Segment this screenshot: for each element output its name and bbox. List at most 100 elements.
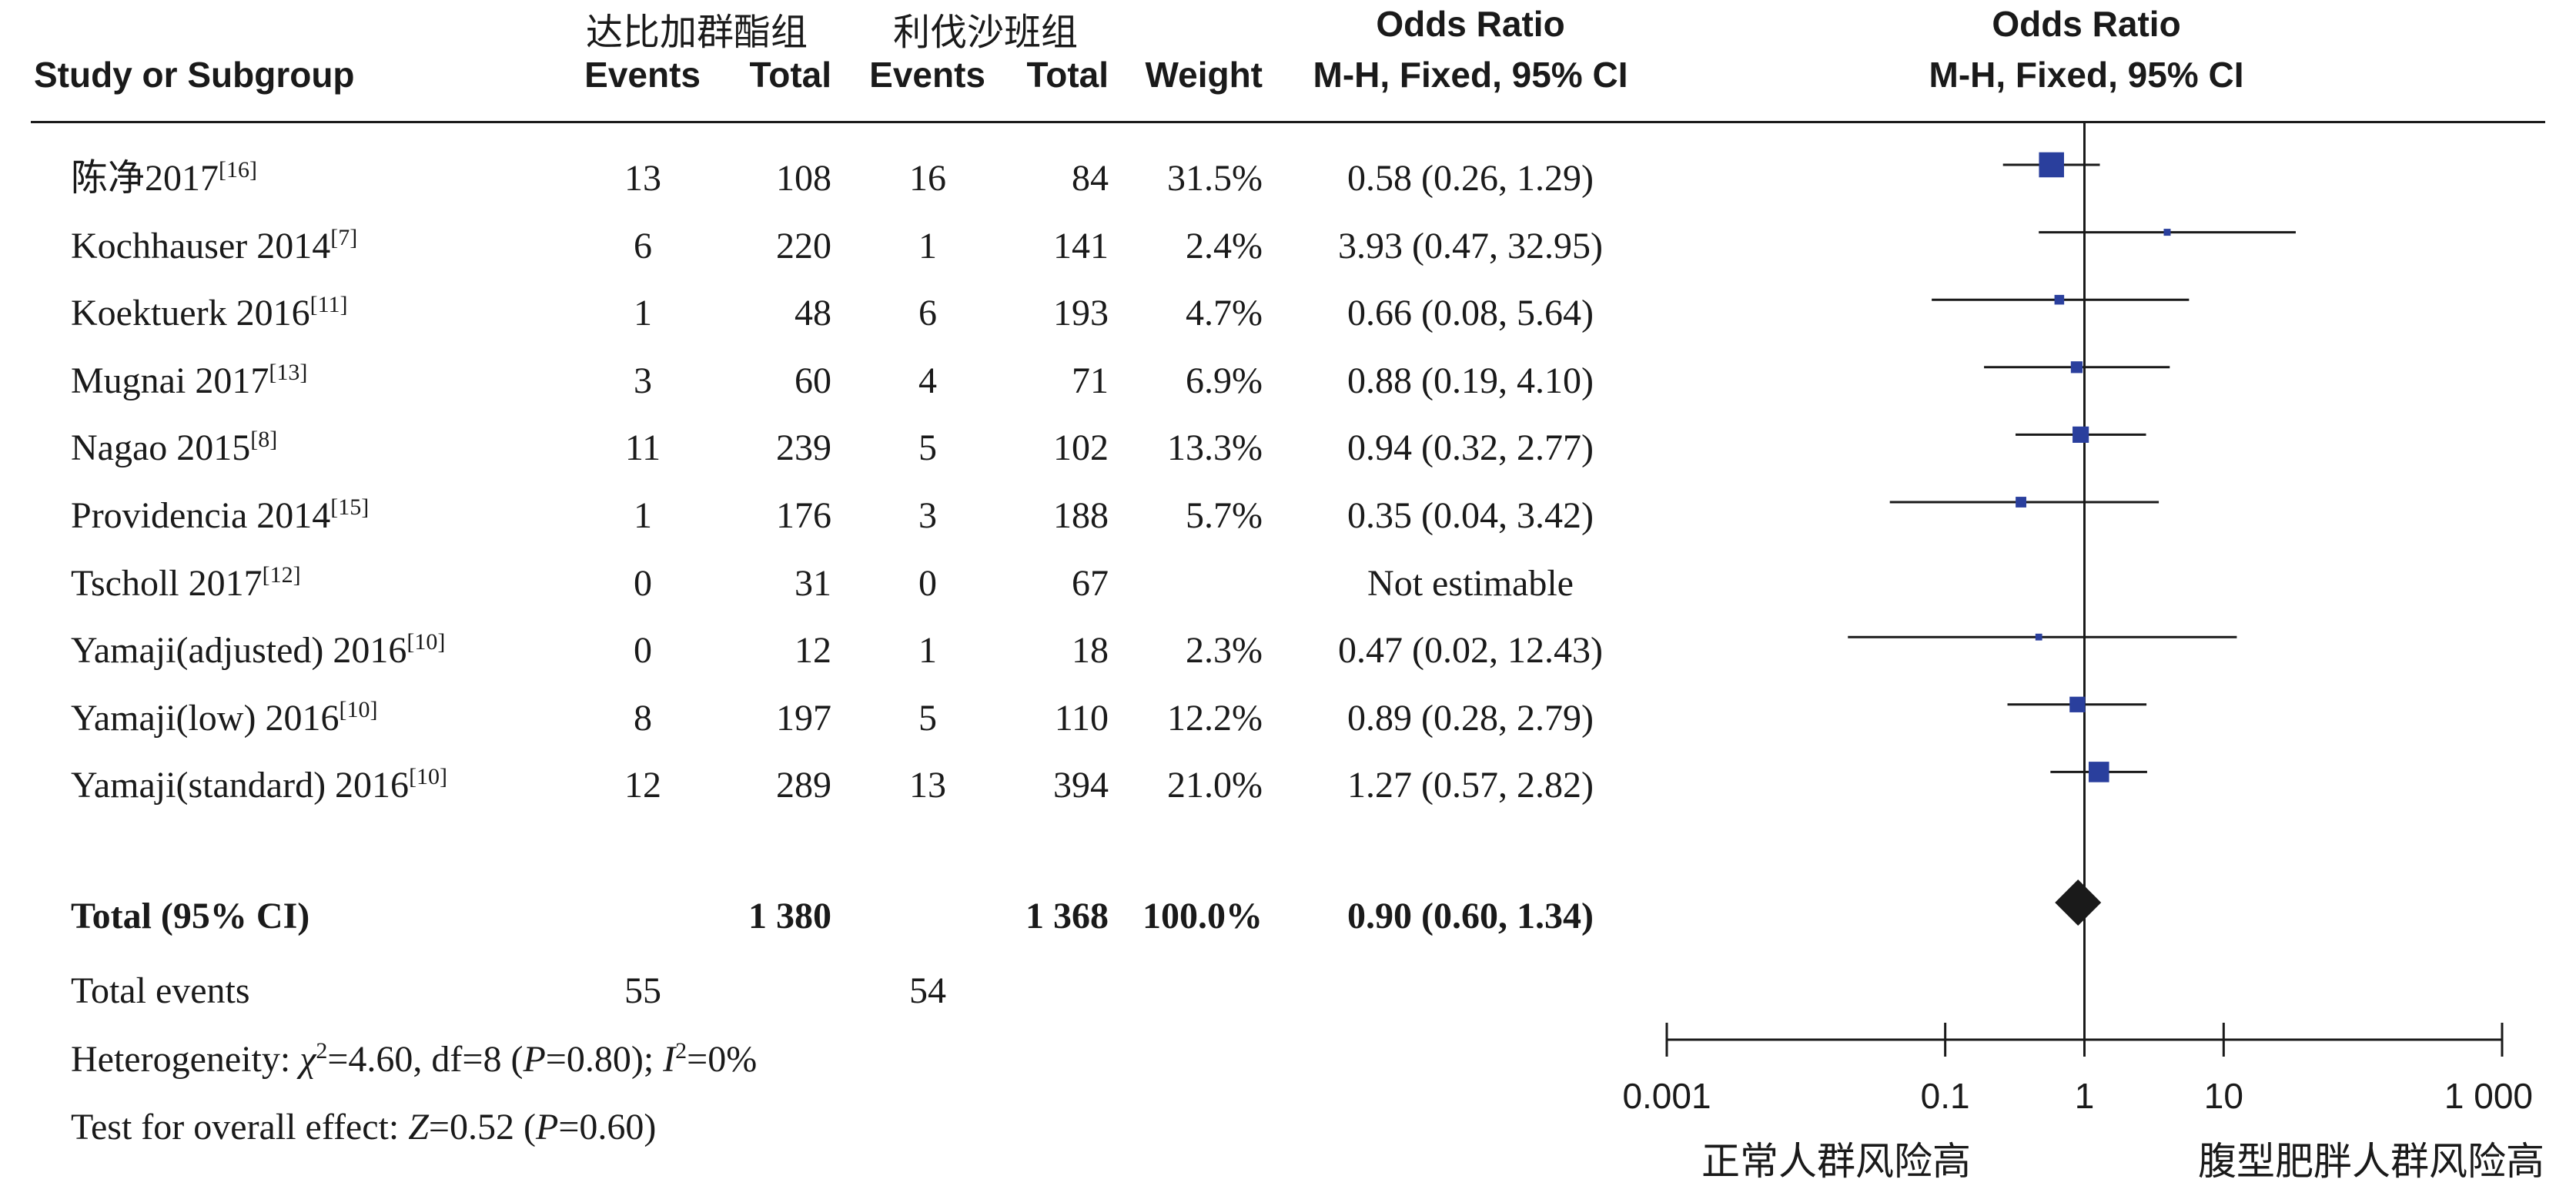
study-ci-text: 3.93 (0.47, 32.95) [1338, 225, 1603, 266]
point-estimate-marker [2163, 229, 2171, 236]
study-e2: 3 [918, 495, 937, 536]
study-ci-text: Not estimable [1367, 562, 1574, 604]
study-ci-text: 0.88 (0.19, 4.10) [1347, 360, 1594, 401]
group1-header: 达比加群酯组 [585, 11, 808, 54]
study-ci-text: 0.47 (0.02, 12.43) [1338, 630, 1603, 672]
study-label: Yamaji(standard) 2016 [71, 765, 410, 806]
header-divider [31, 121, 2545, 123]
study-weight: 5.7% [1186, 495, 1263, 536]
study-name: 陈净2017[16] [71, 157, 257, 199]
study-label: Nagao 2015 [71, 427, 251, 469]
study-name: Yamaji(low) 2016[10] [71, 696, 378, 739]
study-t1: 220 [776, 225, 831, 266]
study-e2: 6 [918, 293, 937, 334]
total-events-e1: 55 [624, 970, 661, 1011]
point-estimate-marker [2016, 497, 2026, 508]
x-tick-label: 10 [2203, 1076, 2243, 1116]
study-ci-text: 0.94 (0.32, 2.77) [1347, 427, 1594, 469]
study-e1: 6 [634, 225, 652, 266]
study-header: Study or Subgroup [34, 55, 355, 95]
study-label: Yamaji(low) 2016 [71, 697, 340, 739]
study-t2: 141 [1053, 225, 1109, 266]
study-label: Kochhauser 2014 [71, 225, 331, 266]
study-t1: 60 [795, 360, 831, 401]
study-label: Providencia 2014 [71, 495, 331, 536]
point-estimate-marker [2039, 152, 2064, 178]
study-reference: [11] [309, 292, 348, 318]
study-weight: 4.7% [1186, 293, 1263, 334]
study-t2: 67 [1072, 562, 1109, 604]
study-label: 陈净2017 [71, 158, 219, 199]
study-reference: [7] [330, 224, 358, 250]
total-events-e2: 54 [909, 970, 946, 1011]
study-t1: 12 [795, 630, 831, 672]
study-name: Yamaji(standard) 2016[10] [71, 765, 447, 806]
study-e1: 11 [624, 427, 661, 469]
study-t2: 394 [1053, 765, 1109, 806]
or-method-header: M-H, Fixed, 95% CI [1313, 55, 1628, 95]
study-t2: 102 [1053, 427, 1109, 469]
study-e2: 5 [918, 427, 937, 469]
point-estimate-marker [2069, 696, 2086, 712]
right-direction-label: 腹型肥胖人群风险高 [2198, 1139, 2544, 1184]
study-t2: 193 [1053, 293, 1109, 334]
total-weight: 100.0% [1142, 896, 1263, 936]
study-ci-text: 0.58 (0.26, 1.29) [1347, 158, 1594, 199]
study-t2: 188 [1053, 495, 1109, 536]
study-t2: 110 [1054, 697, 1109, 739]
study-t2: 18 [1072, 630, 1109, 672]
point-estimate-marker [2054, 294, 2065, 305]
study-label: Koektuerk 2016 [71, 293, 310, 334]
study-e2: 4 [918, 360, 937, 401]
study-ci-text: 0.89 (0.28, 2.79) [1347, 697, 1594, 739]
total-t2: 1 368 [1025, 896, 1109, 936]
point-estimate-marker [2035, 633, 2042, 641]
events2-header: Events [869, 55, 985, 95]
study-e2: 0 [918, 562, 937, 604]
study-t1: 108 [776, 158, 831, 199]
study-name: Koektuerk 2016[11] [71, 292, 348, 334]
pooled-diamond [2055, 879, 2102, 926]
study-reference: [16] [219, 157, 257, 183]
study-e1: 3 [634, 360, 652, 401]
study-reference: [13] [269, 359, 308, 385]
study-weight: 12.2% [1167, 697, 1263, 739]
weight-header: Weight [1145, 55, 1263, 95]
study-name: Providencia 2014[15] [71, 495, 369, 536]
study-t2: 71 [1072, 360, 1109, 401]
study-name: Kochhauser 2014[7] [71, 224, 358, 266]
study-e1: 0 [634, 630, 652, 672]
events1-header: Events [584, 55, 701, 95]
study-weight: 2.3% [1186, 630, 1263, 672]
x-tick-label: 0.001 [1622, 1076, 1711, 1116]
plot-title-header: Odds Ratio [1992, 4, 2181, 44]
study-reference: [10] [339, 696, 378, 722]
total-ci: 0.90 (0.60, 1.34) [1347, 896, 1594, 936]
point-estimate-marker [2070, 361, 2083, 374]
study-weight: 6.9% [1186, 360, 1263, 401]
overall-effect-text: Test for overall effect: Z=0.52 (P=0.60) [71, 1107, 657, 1147]
study-name: Mugnai 2017[13] [71, 359, 308, 400]
plot-method-header: M-H, Fixed, 95% CI [1929, 55, 2244, 95]
total-events-label: Total events [71, 970, 250, 1011]
study-reference: [15] [330, 494, 370, 520]
x-tick-label: 1 [2074, 1076, 2095, 1116]
study-t1: 31 [795, 562, 831, 604]
total-label: Total (95% CI) [71, 896, 310, 936]
study-weight: 31.5% [1167, 158, 1263, 199]
study-e1: 1 [634, 293, 652, 334]
study-t1: 289 [776, 765, 831, 806]
study-ci-text: 1.27 (0.57, 2.82) [1347, 765, 1594, 806]
study-e2: 16 [909, 158, 946, 199]
study-reference: [10] [406, 629, 446, 655]
study-e2: 5 [918, 697, 937, 739]
study-ci-text: 0.35 (0.04, 3.42) [1347, 495, 1594, 536]
study-name: Yamaji(adjusted) 2016[10] [71, 629, 446, 669]
study-t1: 239 [776, 427, 831, 469]
study-weight: 2.4% [1186, 225, 1263, 266]
study-weight: 21.0% [1167, 765, 1263, 806]
study-t1: 48 [795, 293, 831, 334]
study-e2: 1 [918, 225, 937, 266]
study-t1: 176 [776, 495, 831, 536]
study-name: Nagao 2015[8] [71, 427, 277, 469]
